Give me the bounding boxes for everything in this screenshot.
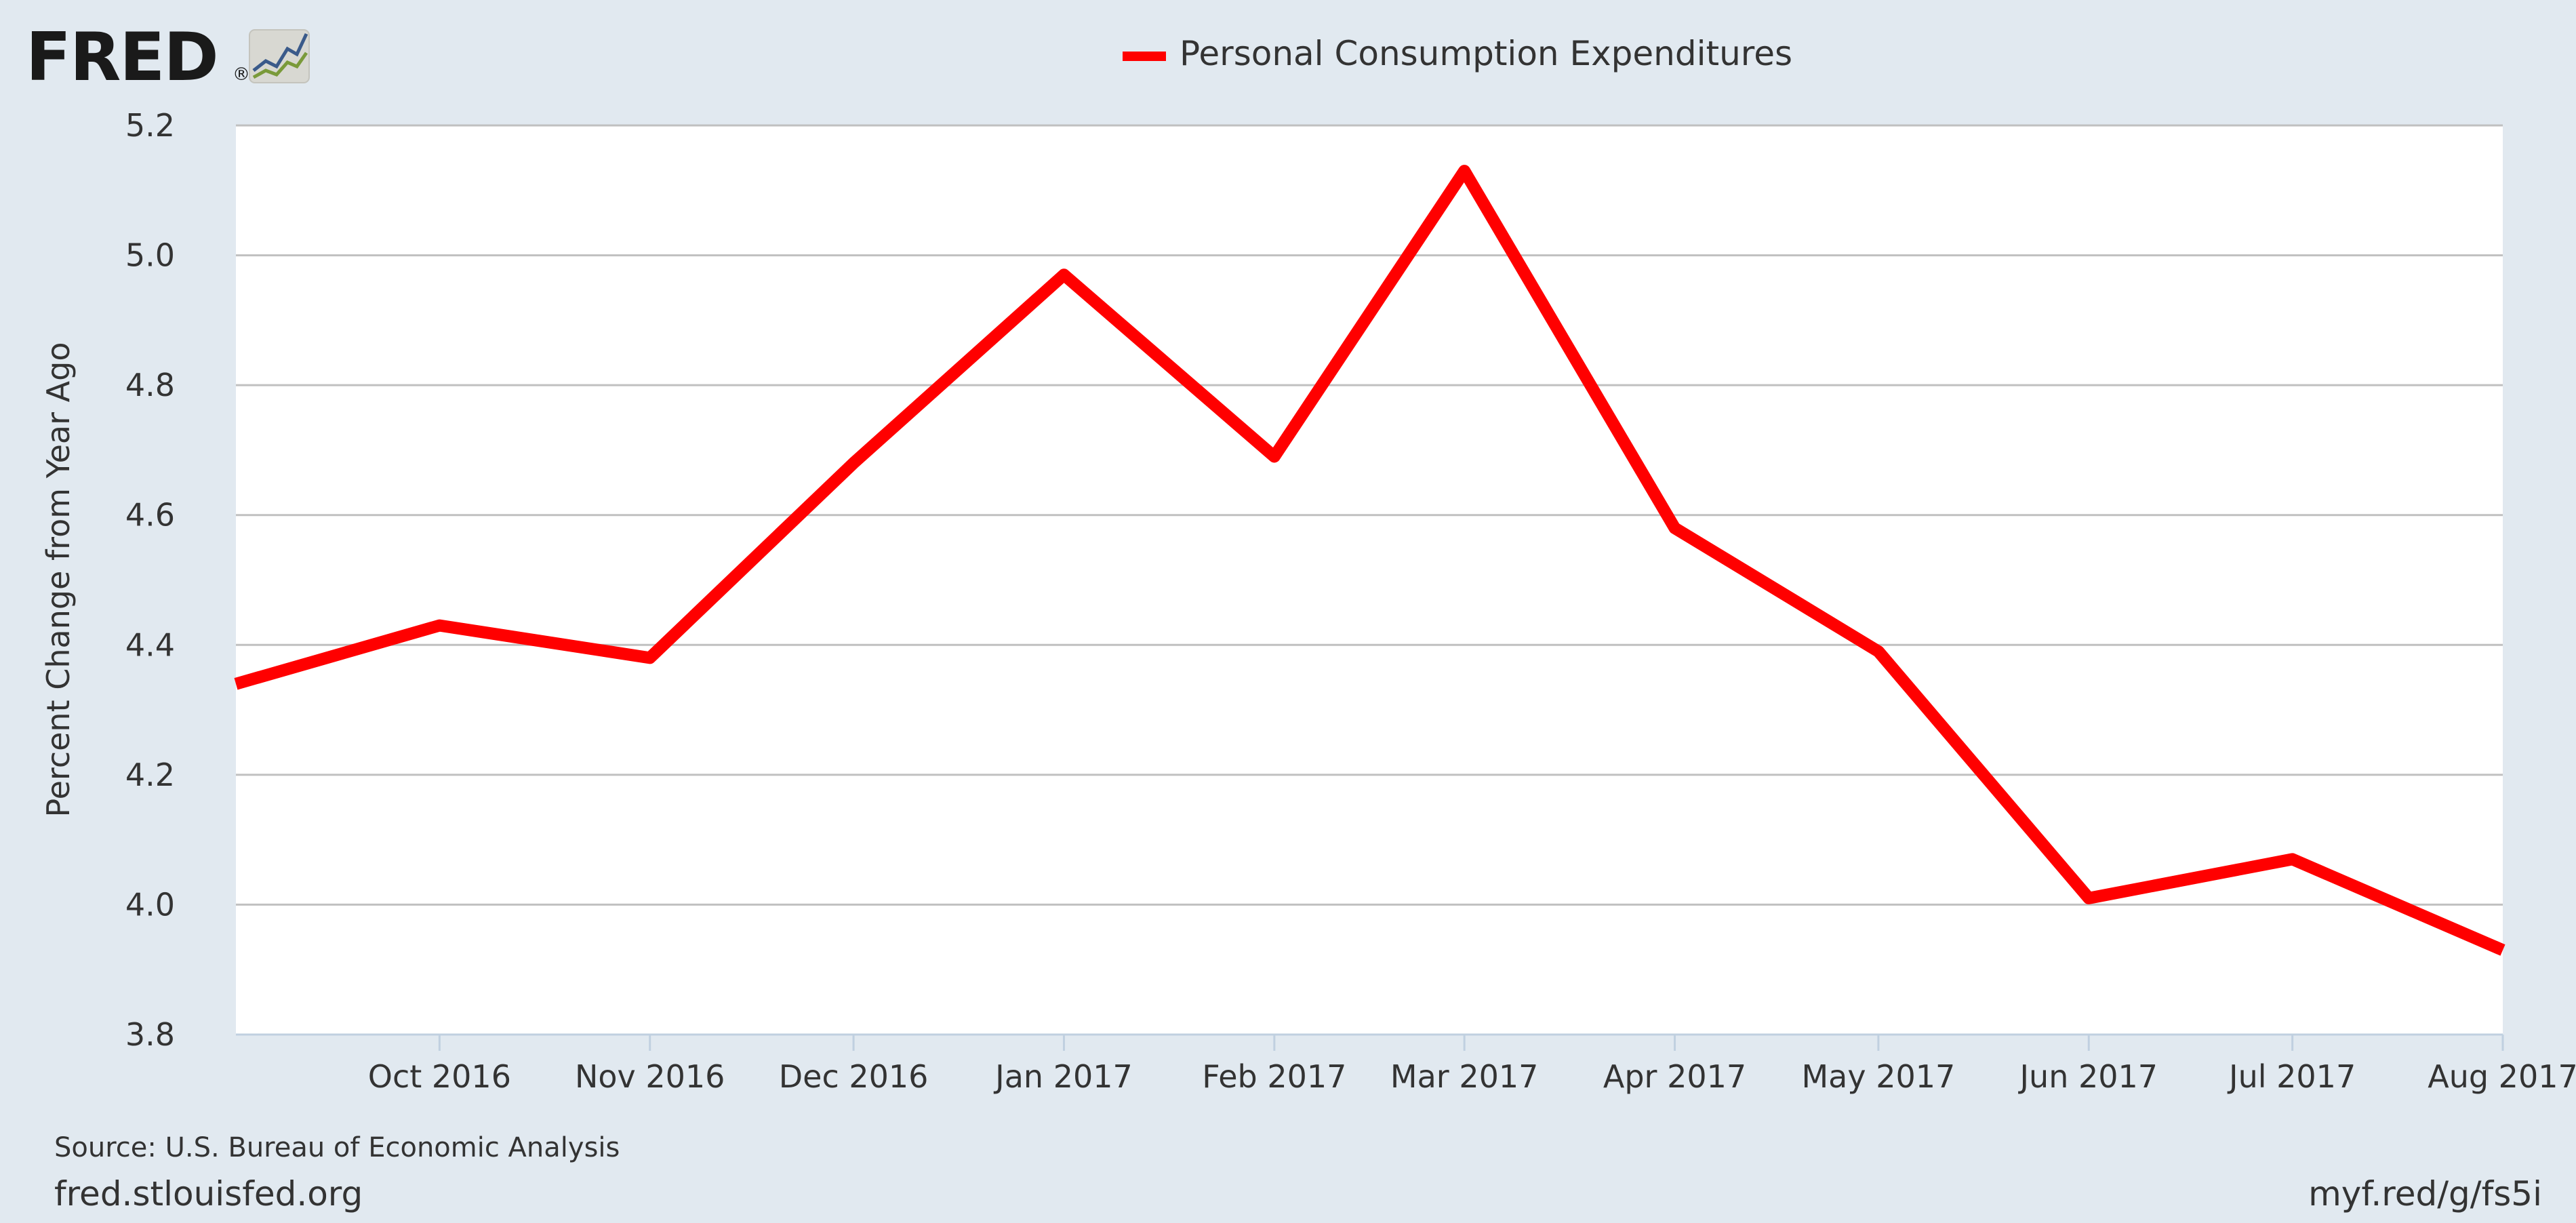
x-tick-label: Feb 2017	[1202, 1058, 1346, 1095]
x-tick-label: May 2017	[1801, 1058, 1955, 1095]
y-tick-label: 4.0	[125, 886, 175, 923]
y-tick-label: 4.8	[125, 367, 175, 403]
y-tick-label: 3.8	[125, 1016, 175, 1053]
y-tick-label: 5.0	[125, 237, 175, 274]
x-tick-label: Dec 2016	[779, 1058, 929, 1095]
x-tick-label: Apr 2017	[1603, 1058, 1746, 1095]
legend-label: Personal Consumption Expenditures	[1180, 34, 1792, 73]
legend: Personal Consumption Expenditures	[1123, 34, 1792, 73]
series-line	[234, 165, 2505, 956]
y-tick-label: 4.4	[125, 626, 175, 663]
site-link[interactable]: fred.stlouisfed.org	[54, 1174, 363, 1214]
registered-mark: ®	[233, 64, 250, 85]
x-tick-label: Nov 2016	[575, 1058, 725, 1095]
x-tick-label: Jul 2017	[2227, 1058, 2356, 1095]
series-group	[234, 165, 2505, 956]
legend-swatch	[1123, 52, 1166, 61]
x-tick-label: Oct 2016	[368, 1058, 511, 1095]
y-tick-label: 4.6	[125, 497, 175, 534]
x-tick-label: Aug 2017	[2428, 1058, 2576, 1095]
y-axis-label: Percent Change from Year Ago	[40, 342, 77, 818]
fred-logo[interactable]: FRED ®	[26, 19, 310, 96]
plot-area	[236, 125, 2503, 1035]
source-note: Source: U.S. Bureau of Economic Analysis	[54, 1132, 620, 1163]
y-tick-label: 4.2	[125, 757, 175, 793]
x-tick-label: Jun 2017	[2017, 1058, 2158, 1095]
fred-logo-text: FRED	[26, 19, 218, 96]
x-tick-label: Mar 2017	[1390, 1058, 1538, 1095]
y-tick-label: 5.2	[125, 107, 175, 144]
y-axis-tick-labels: 3.8 4.0 4.2 4.4 4.6 4.8 5.0 5.2	[125, 107, 175, 1053]
x-axis: Oct 2016 Nov 2016 Dec 2016 Jan 2017 Feb 2017…	[236, 1033, 2576, 1095]
line-chart-icon	[249, 29, 310, 83]
short-link[interactable]: myf.red/g/fs5i	[2308, 1174, 2542, 1214]
x-tick-label: Jan 2017	[993, 1058, 1133, 1095]
